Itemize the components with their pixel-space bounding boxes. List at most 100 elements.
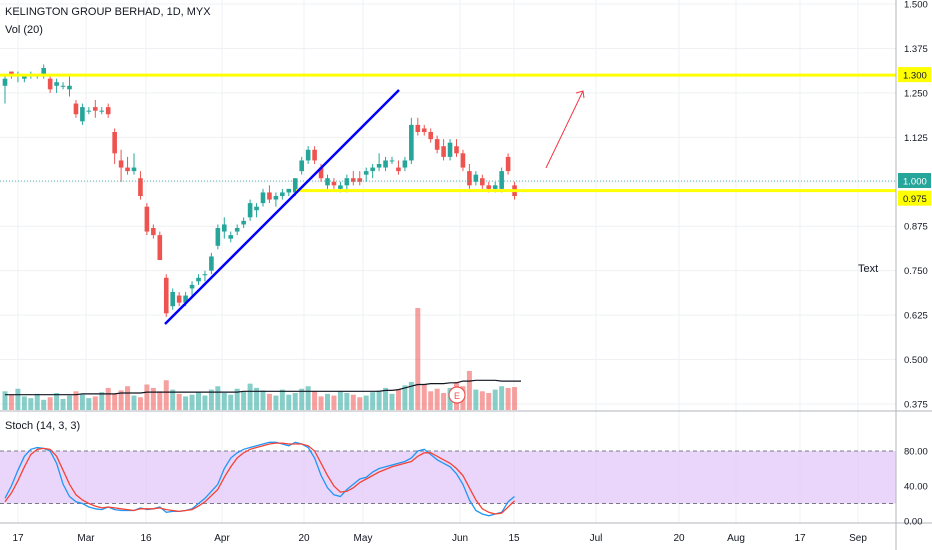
volume-bar [170,389,176,410]
volume-bar [350,394,356,410]
volume-bar [312,391,318,410]
candle-body [67,85,72,90]
volume-bar [125,386,131,410]
candle-body [189,284,195,289]
arrow-shaft [545,90,584,169]
candle-body [286,188,292,193]
candle-body [421,128,427,132]
volume-bar [196,392,201,410]
candle-body [144,206,150,232]
volume-bar [157,391,163,410]
x-tick-label: 16 [140,533,152,544]
candle-body [370,167,375,172]
volume-bar [86,398,92,410]
x-tick-label: Apr [214,533,230,544]
candle-body [318,167,324,179]
volume-bar [273,395,279,410]
candle-body [80,107,85,122]
price-label-text: 1.000 [903,177,927,188]
volume-bar [99,392,105,410]
candle-body [9,71,14,76]
candle-body [434,139,440,150]
candle-body [228,235,234,239]
x-tick-label: Sep [849,533,867,544]
x-tick-label: Aug [727,533,745,544]
candle-body [357,178,363,182]
volume-bar [299,388,305,410]
volume-bar [234,388,240,410]
volume-bar [79,394,85,410]
stoch-d-line [4,442,515,515]
volume-bar [8,394,14,410]
volume-bar [163,380,169,410]
volume-bar [215,386,221,410]
volume-legend: Vol (20) [5,24,43,36]
candle-body [254,206,259,211]
volume-bar [383,387,389,410]
volume-bar [363,395,369,410]
candle-body [157,235,163,260]
candle-body [260,192,266,204]
candle-body [389,160,395,162]
volume-bar [60,398,66,410]
volume-bar [105,387,111,410]
volume-bar [266,393,272,410]
candle-body [54,82,59,86]
candle-body [241,220,246,225]
y-tick-label: 0.375 [904,400,928,411]
volume-bar [486,393,492,410]
x-tick-label: 17 [794,533,806,544]
candle-body [363,171,369,175]
volume-bar [2,391,8,410]
volume-bar [34,393,40,410]
volume-bar [421,384,427,410]
candle-body [428,132,433,140]
x-tick-label: 17 [12,533,24,544]
volume-bar [479,391,485,410]
candle-body [344,178,350,186]
volume-bar [15,388,21,410]
candle-body [73,103,79,115]
stoch-panel [0,441,896,517]
candle-body [125,167,130,172]
volume-bar [247,383,253,410]
candle-body [273,196,279,200]
candle-body [151,228,156,236]
volume-bar [512,387,518,410]
stoch-legend: Stoch (14, 3, 3) [5,420,81,432]
x-tick-label: 15 [508,533,520,544]
volume-bar [189,394,195,410]
volume-bar [137,397,143,410]
price-label-box [898,190,931,206]
symbol-legend: KELINGTON GROUP BERHAD, 1D, MYX [5,6,211,18]
drawing-layer: Text E [0,73,896,404]
volume-bar [131,395,137,410]
x-tick-label: May [354,533,373,544]
volume-bar [54,393,60,410]
volume-bar [434,388,440,410]
earnings-marker-label: E [454,391,460,401]
earnings-marker [448,386,466,404]
candle-body [138,178,143,196]
candle-body [93,107,98,111]
volume-bar [67,395,72,410]
volume-bar [344,393,350,410]
candle-body [2,78,8,86]
volume-bar [208,389,214,410]
candle-body [447,142,453,157]
volume-bar [408,381,414,410]
candle-body [299,160,304,172]
stoch-tick-label: 0.00 [904,517,923,528]
stoch-tick-label: 80.00 [904,447,928,458]
trend-line [164,89,400,325]
y-tick-label: 0.500 [904,355,928,366]
candle-body [183,295,188,303]
x-tick-label: Mar [77,533,95,544]
volume-bar [492,389,498,410]
volume-bar [241,391,247,410]
candle-body [305,149,311,161]
y-tick-label: 0.875 [904,222,928,233]
candle-body [383,160,388,168]
x-tick-label: 20 [673,533,685,544]
candle-body [467,171,472,186]
